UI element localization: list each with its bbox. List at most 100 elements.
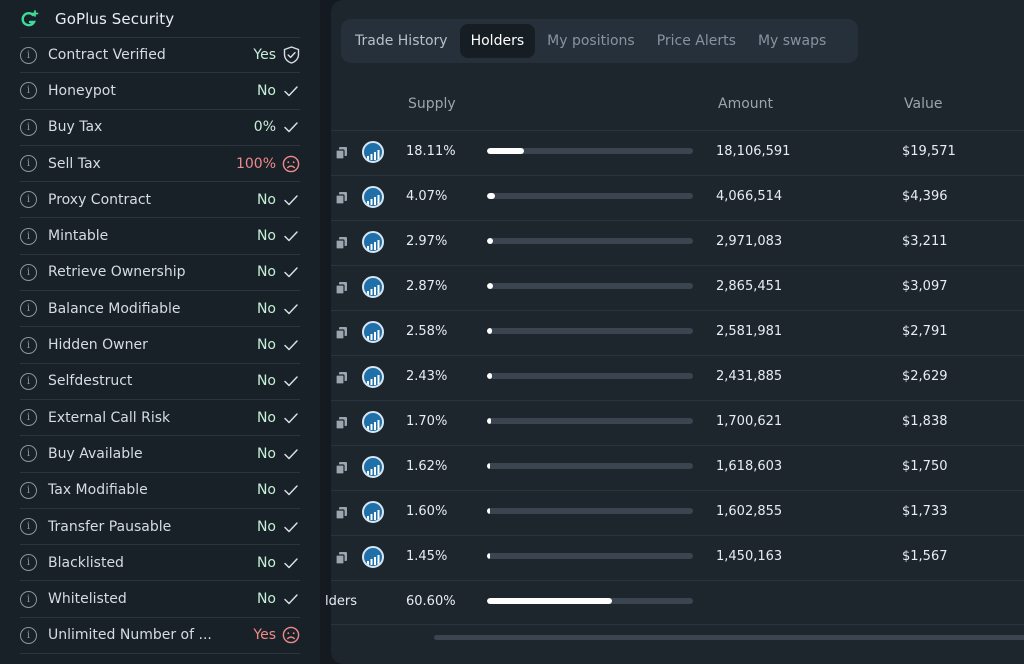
table-row: 1.45% 1,450,163 $1,567 xyxy=(331,535,1024,580)
holder-amount: 2,971,083 xyxy=(716,234,783,249)
holder-avatar xyxy=(362,456,384,478)
check-value: No xyxy=(256,554,276,571)
holder-avatar xyxy=(362,231,384,253)
check-label: Tax Modifiable xyxy=(48,482,148,499)
check-label: Buy Tax xyxy=(48,119,103,136)
copy-icon[interactable] xyxy=(335,460,349,475)
table-header: Supply Amount Value xyxy=(331,96,1024,118)
info-icon[interactable]: i xyxy=(20,118,37,136)
check-icon xyxy=(282,263,300,281)
info-icon[interactable]: i xyxy=(20,409,37,427)
info-icon[interactable]: i xyxy=(20,445,37,463)
holder-value: $1,838 xyxy=(902,414,948,429)
supply-bar-fill xyxy=(487,238,494,244)
supply-percent: 1.70% xyxy=(406,414,448,429)
holder-value: $4,396 xyxy=(902,189,948,204)
copy-icon[interactable] xyxy=(335,415,349,430)
tab-price-alerts[interactable]: Price Alerts xyxy=(656,33,736,49)
copy-icon[interactable] xyxy=(335,505,349,520)
check-icon xyxy=(282,82,300,100)
info-icon[interactable]: i xyxy=(20,82,37,100)
info-icon[interactable]: i xyxy=(20,227,37,245)
info-icon[interactable]: i xyxy=(20,336,37,354)
check-value: No xyxy=(256,482,276,499)
holder-value: $2,791 xyxy=(902,324,948,339)
holder-avatar xyxy=(362,186,384,208)
info-icon[interactable]: i xyxy=(20,300,37,318)
copy-icon[interactable] xyxy=(335,370,349,385)
check-icon xyxy=(282,481,300,499)
holder-value: $1,750 xyxy=(902,459,948,474)
info-icon[interactable]: i xyxy=(20,518,37,535)
info-icon[interactable]: i xyxy=(20,372,37,390)
security-check-row: i Selfdestruct No xyxy=(20,364,300,400)
total-supply-bar xyxy=(487,598,693,604)
check-value: No xyxy=(256,337,276,354)
check-value: No xyxy=(256,518,276,535)
info-icon[interactable]: i xyxy=(20,191,37,209)
copy-icon[interactable] xyxy=(335,280,349,295)
check-label: Whitelisted xyxy=(48,591,127,608)
copy-icon[interactable] xyxy=(335,190,349,205)
holder-amount: 2,431,885 xyxy=(716,369,783,384)
supply-bar xyxy=(487,328,693,334)
copy-icon[interactable] xyxy=(335,550,349,565)
sad-face-icon xyxy=(282,155,300,173)
total-supply-percent: 60.60% xyxy=(406,594,456,609)
total-supply-bar-fill xyxy=(487,598,612,604)
holder-value: $2,629 xyxy=(902,369,948,384)
info-icon[interactable]: i xyxy=(20,46,37,64)
security-check-list: i Contract Verified Yes i Honeypot No i Buy Tax… xyxy=(20,37,300,655)
check-value: 0% xyxy=(253,119,276,136)
supply-percent: 1.62% xyxy=(406,459,448,474)
supply-bar xyxy=(487,283,693,289)
check-label: Balance Modifiable xyxy=(48,300,181,317)
info-icon[interactable]: i xyxy=(20,481,37,499)
check-icon xyxy=(282,554,300,572)
supply-bar xyxy=(487,418,693,424)
check-icon xyxy=(282,227,300,245)
info-icon[interactable]: i xyxy=(20,554,37,572)
info-icon[interactable]: i xyxy=(20,590,37,608)
security-check-row: i Balance Modifiable No xyxy=(20,291,300,328)
info-icon[interactable]: i xyxy=(20,626,37,644)
supply-percent: 1.45% xyxy=(406,549,448,564)
copy-icon[interactable] xyxy=(335,325,349,340)
tab-my-swaps[interactable]: My swaps xyxy=(757,33,827,49)
tab-trade-history[interactable]: Trade History xyxy=(355,33,448,49)
main-panel: Trade History Holders My positions Price Al… xyxy=(325,0,1024,664)
supply-percent: 2.43% xyxy=(406,369,448,384)
tab-my-positions[interactable]: My positions xyxy=(547,33,635,49)
check-label: Selfdestruct xyxy=(48,373,133,390)
check-value: No xyxy=(256,409,276,426)
check-icon xyxy=(282,518,300,536)
holder-value: $19,571 xyxy=(902,144,956,159)
check-label: Blacklisted xyxy=(48,554,124,571)
check-label: Mintable xyxy=(48,228,109,245)
check-label: Transfer Pausable xyxy=(48,518,172,535)
supply-bar xyxy=(487,148,693,154)
holder-amount: 1,602,855 xyxy=(716,504,783,519)
supply-percent: 2.87% xyxy=(406,279,448,294)
info-icon[interactable]: i xyxy=(20,155,37,173)
supply-bar xyxy=(487,508,693,514)
check-icon xyxy=(282,191,300,209)
copy-icon[interactable] xyxy=(335,145,349,160)
sad-face-icon xyxy=(282,626,300,644)
copy-icon[interactable] xyxy=(335,235,349,250)
column-header-value: Value xyxy=(904,96,943,112)
security-check-row: i Hidden Owner No xyxy=(20,327,300,364)
table-row: 2.87% 2,865,451 $3,097 xyxy=(331,265,1024,310)
info-icon[interactable]: i xyxy=(20,263,37,281)
holder-value: $1,567 xyxy=(902,549,948,564)
holder-avatar xyxy=(362,501,384,523)
security-check-row: i Tax Modifiable No xyxy=(20,473,300,509)
supply-bar-fill xyxy=(487,373,492,379)
supply-bar xyxy=(487,238,693,244)
horizontal-scrollbar[interactable] xyxy=(434,635,1024,640)
tab-holders[interactable]: Holders xyxy=(459,24,536,58)
supply-percent: 4.07% xyxy=(406,189,448,204)
security-check-row: i Buy Available No xyxy=(20,436,300,473)
supply-bar-fill xyxy=(487,148,525,154)
check-value: 100% xyxy=(235,155,276,172)
